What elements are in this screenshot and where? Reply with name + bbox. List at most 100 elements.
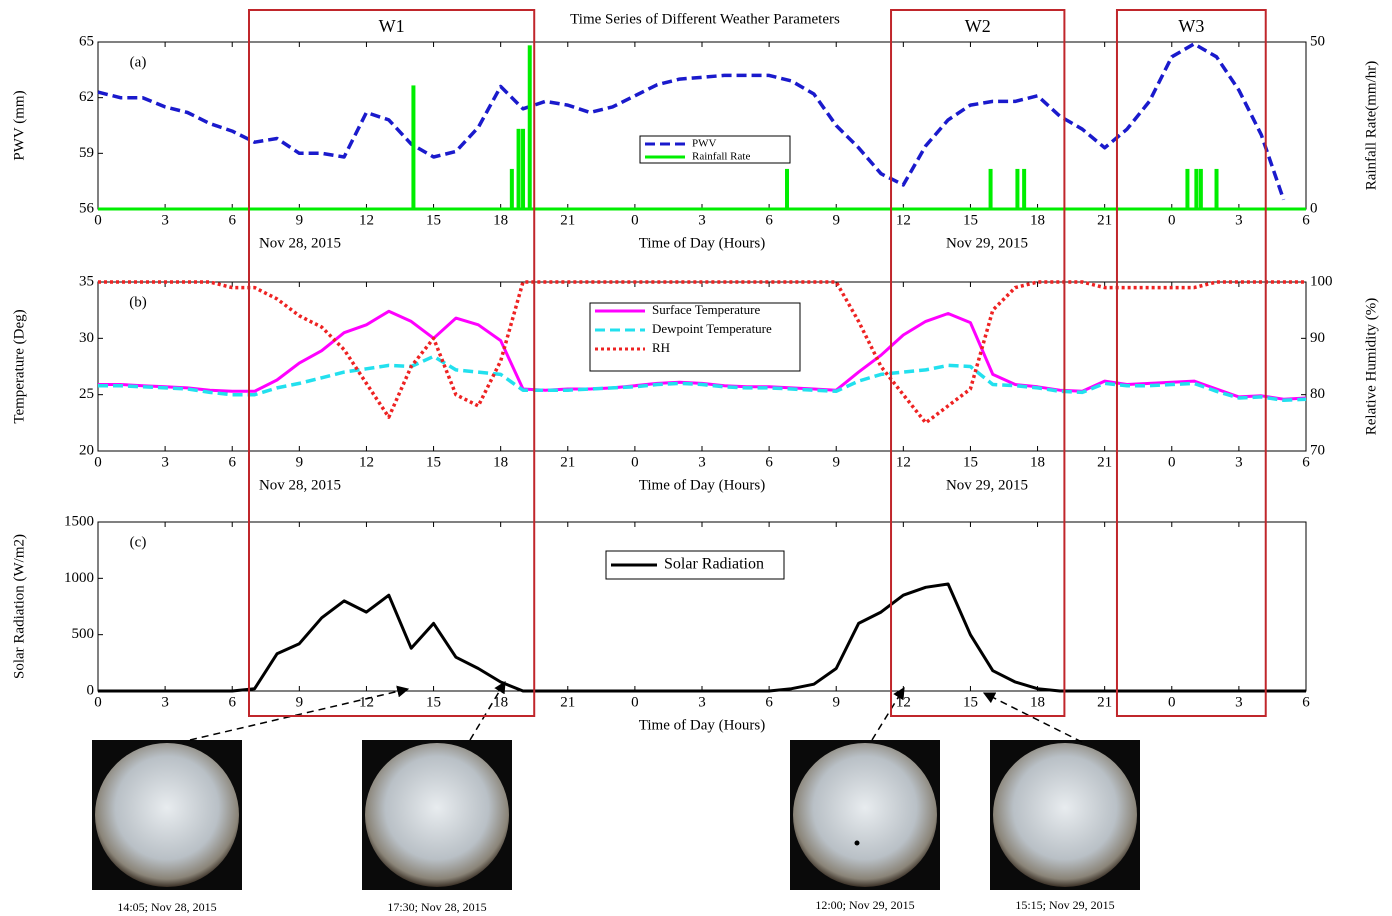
x-tick-label: 6 (765, 212, 773, 228)
x-tick-label: 6 (765, 694, 773, 710)
x-tick-label: 0 (1168, 454, 1176, 470)
x-tick-label: 21 (560, 454, 575, 470)
sky-dome (993, 743, 1137, 887)
window-label: W2 (965, 16, 991, 36)
x-tick-label: 6 (228, 212, 236, 228)
x-tick-label: 3 (698, 212, 706, 228)
x-tick-label: 3 (698, 454, 706, 470)
x-tick-label: 6 (765, 454, 773, 470)
plot-frame (98, 522, 1306, 691)
y-tick-label: 30 (79, 330, 94, 346)
x-tick-label: 3 (161, 454, 169, 470)
x-tick-label: 15 (963, 454, 978, 470)
x-tick-label: 15 (426, 212, 441, 228)
panel-label: (a) (130, 54, 147, 70)
x-tick-label: 12 (896, 694, 911, 710)
rain-spike (1199, 169, 1203, 209)
y-tick-label: 20 (79, 442, 94, 458)
legend-label: Surface Temperature (652, 302, 760, 317)
x-tick-label: 0 (1168, 694, 1176, 710)
y-tick-label: 62 (79, 89, 94, 105)
window-box (891, 10, 1064, 716)
y-tick-label: 500 (72, 626, 95, 642)
y-tick-label: 65 (79, 33, 94, 49)
y-axis-label: PWV (mm) (11, 90, 27, 160)
x-tick-label: 3 (1235, 212, 1243, 228)
x-tick-label: 12 (896, 454, 911, 470)
x-tick-label: 21 (1097, 454, 1112, 470)
x-tick-label: 21 (560, 212, 575, 228)
y-tick-label: 35 (79, 273, 94, 289)
rain-spike (989, 169, 993, 209)
rain-spike (521, 129, 525, 209)
x-tick-label: 21 (1097, 212, 1112, 228)
panel-label: (b) (129, 294, 147, 310)
rain-spike (528, 45, 532, 209)
window-label: W1 (379, 16, 405, 36)
y-tick-label: 59 (79, 145, 94, 161)
x-tick-label: 0 (94, 212, 102, 228)
x-tick-label: 21 (1097, 694, 1112, 710)
panel-label: (c) (130, 534, 147, 550)
sky-dome (95, 743, 239, 887)
x-tick-label: 6 (228, 694, 236, 710)
x-tick-label: 0 (631, 454, 639, 470)
panel: 036912151821036912151821036050010001500S… (11, 513, 1310, 733)
x-tick-label: 0 (94, 454, 102, 470)
x-tick-label: 15 (963, 212, 978, 228)
y-tick-label: 0 (87, 682, 95, 698)
x-tick-label: 12 (359, 212, 374, 228)
x-tick-label: 18 (493, 212, 508, 228)
x-tick-label: 12 (359, 454, 374, 470)
y-axis-label: Solar Radiation (W/m2) (11, 534, 27, 679)
x-tick-label: 9 (296, 454, 304, 470)
window-box (249, 10, 534, 716)
x-tick-label: 3 (1235, 454, 1243, 470)
y-tick-label: 56 (79, 200, 95, 216)
y2-tick-label: 0 (1310, 200, 1318, 216)
rain-spike (510, 169, 514, 209)
x-tick-label: 15 (426, 454, 441, 470)
x-tick-label: 6 (1302, 694, 1310, 710)
legend-label: Rainfall Rate (692, 151, 750, 163)
x-tick-label: 18 (493, 694, 508, 710)
image-caption: 17:30; Nov 28, 2015 (387, 900, 486, 914)
x-tick-label: 18 (1030, 694, 1045, 710)
chart-title: Time Series of Different Weather Paramet… (570, 11, 840, 27)
x-tick-label: 9 (296, 694, 304, 710)
figure: Time Series of Different Weather Paramet… (0, 0, 1392, 916)
image-caption: 14:05; Nov 28, 2015 (117, 900, 216, 914)
x-tick-label: 3 (161, 212, 169, 228)
x-tick-label: 15 (963, 694, 978, 710)
image-caption: 15:15; Nov 29, 2015 (1015, 898, 1114, 912)
sky-dome (365, 743, 509, 887)
sky-dome (793, 743, 937, 887)
x-tick-label: 3 (1235, 694, 1243, 710)
x-tick-label: 0 (631, 694, 639, 710)
rain-spike (1015, 169, 1019, 209)
rain-spike (517, 129, 521, 209)
y2-tick-label: 90 (1310, 330, 1325, 346)
x-tick-label: 18 (1030, 454, 1045, 470)
y-tick-label: 25 (79, 386, 94, 402)
rain-spike (785, 169, 789, 209)
x-tick-label: 9 (832, 694, 840, 710)
rain-spike (411, 85, 415, 209)
legend-label: Solar Radiation (664, 556, 764, 573)
date-label: Nov 28, 2015 (259, 235, 341, 251)
rain-spike (1022, 169, 1026, 209)
y2-axis-label: Rainfall Rate(mm/hr) (1363, 61, 1379, 191)
x-tick-label: 9 (832, 212, 840, 228)
legend-label: RH (652, 340, 670, 355)
y-tick-label: 1500 (64, 513, 94, 529)
y2-tick-label: 70 (1310, 442, 1325, 458)
x-tick-label: 0 (1168, 212, 1176, 228)
x-tick-label: 9 (296, 212, 304, 228)
y-tick-label: 1000 (64, 570, 94, 586)
x-tick-label: 12 (359, 694, 374, 710)
x-tick-label: 12 (896, 212, 911, 228)
x-tick-label: 21 (560, 694, 575, 710)
y2-axis-label: Relative Humidity (%) (1363, 298, 1379, 435)
